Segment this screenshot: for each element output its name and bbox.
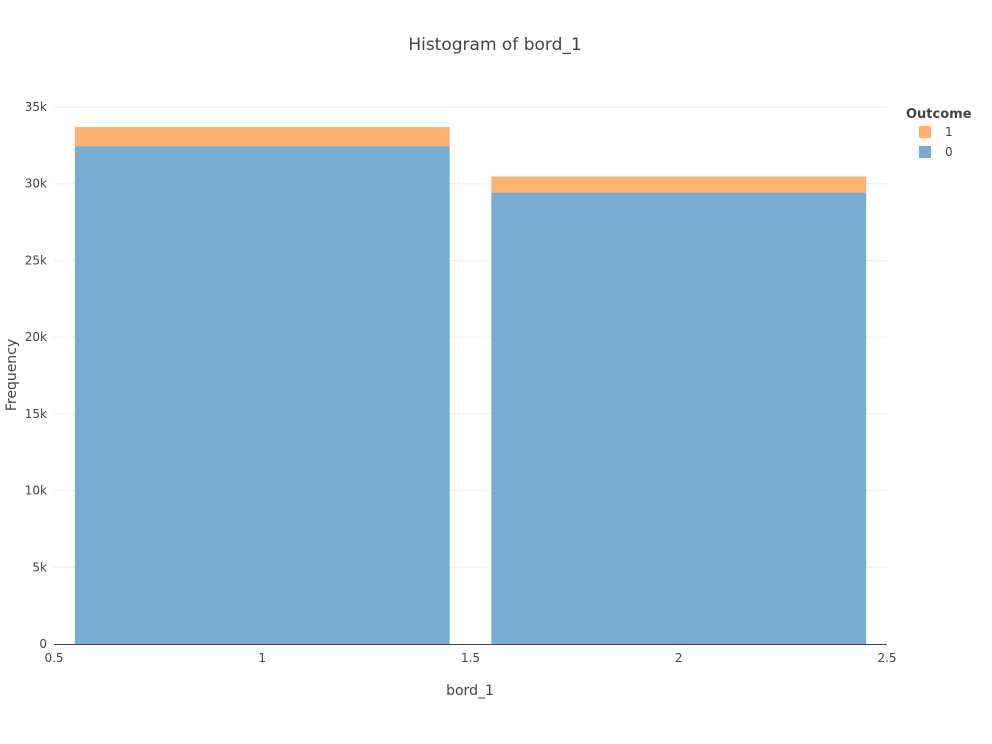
legend-items: 10 [919,125,953,159]
y-tick-label: 5k [32,560,47,574]
x-tick-label: 1.5 [461,651,480,665]
x-tick-label: 2.5 [877,651,896,665]
y-tick-label: 10k [25,484,47,498]
x-tick-labels: 0.5 1 1.5 2 2.5 [44,651,896,665]
legend-item-0[interactable]: 0 [919,145,953,159]
legend-label: 0 [945,145,953,159]
bar-series-0-bin-2[interactable] [491,192,867,644]
y-axis-title: Frequency [4,339,20,411]
y-tick-label: 0 [39,637,47,651]
bar-series-1-bin-2[interactable] [491,176,867,193]
y-tick-label: 20k [25,330,47,344]
chart-title: Histogram of bord_1 [408,35,581,55]
y-tick-labels: 0 5k 10k 15k 20k 25k 30k 35k [25,100,47,651]
legend[interactable]: Outcome 10 [906,107,972,159]
legend-title: Outcome [906,107,972,122]
legend-item-1[interactable]: 1 [919,125,953,139]
y-tick-label: 25k [25,253,47,267]
y-tick-label: 35k [25,100,47,114]
y-tick-label: 15k [25,407,47,421]
legend-swatch [919,126,931,138]
bars [74,126,867,645]
legend-label: 1 [945,125,953,139]
y-tick-label: 30k [25,177,47,191]
bar-series-0-bin-1[interactable] [74,146,450,645]
legend-swatch [919,146,931,158]
x-axis-title: bord_1 [446,683,494,699]
x-tick-label: 0.5 [44,651,63,665]
x-tick-label: 2 [675,651,683,665]
bar-series-1-bin-1[interactable] [74,126,450,147]
x-tick-label: 1 [258,651,266,665]
